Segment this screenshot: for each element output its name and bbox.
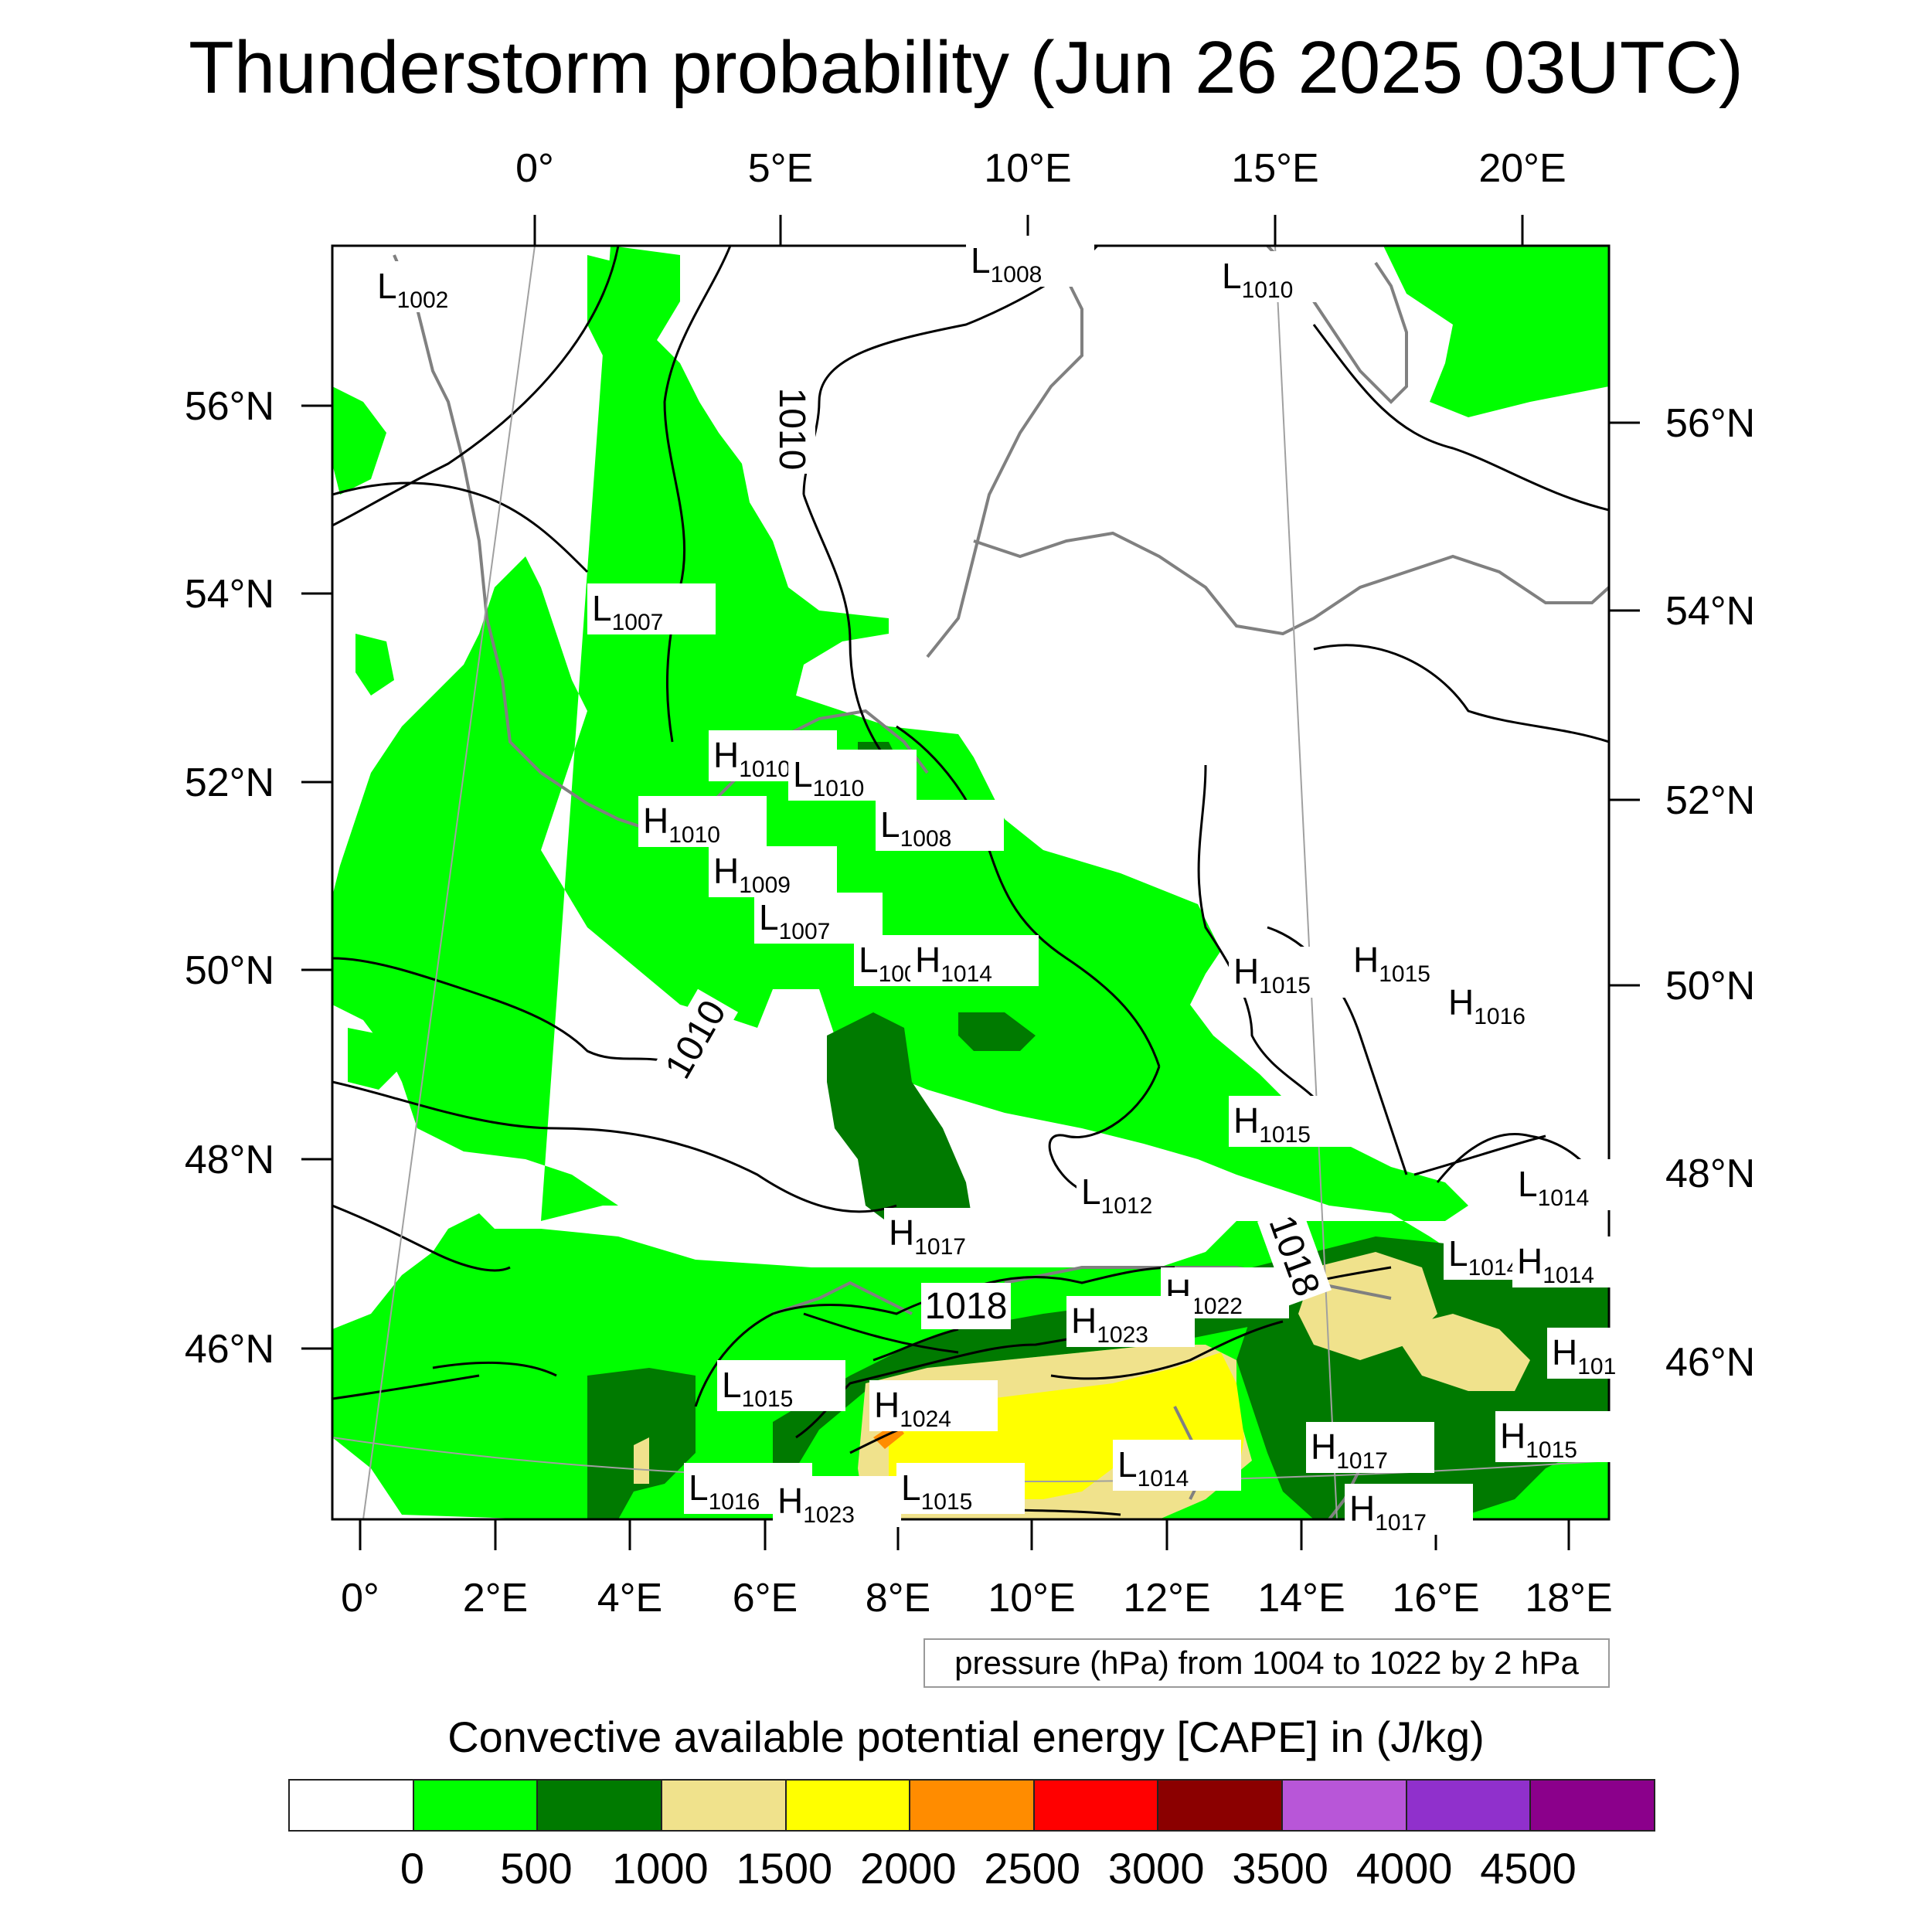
axis-label-top: 20°E <box>1478 146 1566 191</box>
high-pressure-label: H1017 <box>884 1208 1012 1260</box>
low-pressure-label: L1010 <box>788 750 917 801</box>
high-pressure-label: H1024 <box>869 1380 998 1432</box>
colorbar-tick-label: 1500 <box>736 1844 833 1893</box>
colorbar-tick-label: 1000 <box>612 1844 709 1893</box>
axis-label-bottom: 10°E <box>988 1576 1075 1621</box>
high-pressure-label: H1015 <box>1229 1096 1357 1148</box>
high-pressure-label: H1010 <box>638 796 767 848</box>
low-pressure-label: L1015 <box>896 1463 1025 1515</box>
colorbar-swatch <box>786 1781 911 1830</box>
axis-label-right: 48°N <box>1665 1151 1755 1196</box>
axis-label-left: 56°N <box>185 384 274 429</box>
axis-label-top: 15°E <box>1231 146 1318 191</box>
colorbar-swatch <box>413 1781 539 1830</box>
colorbar-tick-label: 3500 <box>1232 1844 1328 1893</box>
colorbar-swatch <box>1283 1781 1407 1830</box>
axis-label-left: 50°N <box>185 948 274 993</box>
colorbar-swatch <box>290 1781 414 1830</box>
high-pressure-label: H1015 <box>1229 947 1357 998</box>
colorbar-tick-label: 2500 <box>984 1844 1081 1893</box>
low-pressure-label: L1002 <box>372 261 501 313</box>
axis-label-bottom: 0° <box>341 1576 379 1621</box>
high-pressure-label: H1009 <box>709 846 837 898</box>
colorbar-tick-label: 0 <box>400 1844 425 1893</box>
axis-label-left: 46°N <box>185 1327 274 1372</box>
cape-1500-2000-area <box>889 1352 1244 1499</box>
low-pressure-label: L1007 <box>587 583 716 635</box>
cape-500-1000-area <box>827 1012 974 1236</box>
low-pressure-label: L1014 <box>1113 1440 1241 1492</box>
low-pressure-label: L1012 <box>1077 1167 1205 1219</box>
axis-label-bottom: 6°E <box>733 1576 798 1621</box>
colorbar <box>288 1779 1655 1832</box>
colorbar-swatch <box>910 1781 1035 1830</box>
axis-label-left: 54°N <box>185 572 274 617</box>
colorbar-title: Convective available potential energy [C… <box>447 1713 1485 1761</box>
axis-label-left: 52°N <box>185 760 274 805</box>
colorbar-tick-label: 4500 <box>1480 1844 1577 1893</box>
axis-label-bottom: 14°E <box>1257 1576 1345 1621</box>
svg-text:H101: H101 <box>1552 1332 1616 1379</box>
axis-label-bottom: 8°E <box>866 1576 930 1621</box>
isobars <box>332 246 1609 1516</box>
low-pressure-label: L1015 <box>717 1360 845 1412</box>
low-pressure-label: L1008 <box>966 236 1094 287</box>
axis-label-bottom: 12°E <box>1123 1576 1210 1621</box>
high-pressure-label: H1023 <box>1066 1296 1195 1348</box>
axis-label-bottom: 18°E <box>1525 1576 1612 1621</box>
axis-label-bottom: 2°E <box>463 1576 528 1621</box>
high-pressure-label: H1016 <box>1444 978 1572 1029</box>
axis-label-bottom: 16°E <box>1392 1576 1479 1621</box>
axis-label-right: 50°N <box>1665 964 1755 1009</box>
high-pressure-label: H1014 <box>910 935 1039 987</box>
low-pressure-label: L1008 <box>876 800 1004 852</box>
axis-label-right: 52°N <box>1665 778 1755 823</box>
low-pressure-label: L1014 <box>1513 1159 1641 1211</box>
chart-title: Thunderstorm probability (Jun 26 2025 03… <box>189 26 1743 109</box>
axis-label-top: 0° <box>515 146 554 191</box>
axis-label-bottom: 4°E <box>597 1576 662 1621</box>
contour-label: 1018 <box>921 1283 1011 1329</box>
axis-labels: 0° 5°E 10°E 15°E 20°E 0° 2°E 4°E 6°E 8°E 10°E 12°E 1… <box>185 146 1755 1621</box>
svg-text:1010: 1010 <box>771 388 812 471</box>
contour-label: 1018 <box>1257 1206 1332 1306</box>
colorbar-swatch <box>1034 1781 1159 1830</box>
low-pressure-label: L1010 <box>1217 251 1345 303</box>
contour-label: 1010 <box>769 384 815 474</box>
high-pressure-label: H1017 <box>1306 1422 1434 1474</box>
colorbar-swatch <box>1531 1781 1655 1830</box>
axis-label-top: 10°E <box>984 146 1071 191</box>
high-pressure-label: H1023 <box>773 1476 901 1528</box>
high-pressure-label: H1014 <box>1512 1236 1641 1288</box>
colorbar-swatch <box>1406 1781 1532 1830</box>
cape-0-500-area <box>332 246 1609 1519</box>
axis-label-right: 46°N <box>1665 1340 1755 1385</box>
colorbar-swatch <box>1158 1781 1284 1830</box>
low-pressure-label: L1007 <box>754 893 883 944</box>
high-pressure-label: H101 <box>1547 1328 1656 1379</box>
colorbar-swatch <box>538 1781 662 1830</box>
colorbar-swatch <box>662 1781 787 1830</box>
colorbar-tick-label: 2000 <box>859 1844 957 1893</box>
axis-label-right: 56°N <box>1665 401 1755 446</box>
pressure-caption: pressure (hPa) from 1004 to 1022 by 2 hP… <box>923 1638 1610 1688</box>
high-pressure-label: H1015 <box>1349 935 1477 987</box>
high-pressure-label: H1017 <box>1345 1484 1473 1536</box>
axis-label-left: 48°N <box>185 1138 274 1182</box>
high-pressure-label: H1015 <box>1495 1411 1624 1463</box>
axis-label-right: 54°N <box>1665 589 1755 634</box>
colorbar-tick-label: 500 <box>500 1844 573 1893</box>
colorbar-tick-label: 3000 <box>1107 1844 1205 1893</box>
axis-label-top: 5°E <box>748 146 813 191</box>
svg-text:1018: 1018 <box>925 1286 1008 1327</box>
colorbar-tick-label: 4000 <box>1355 1844 1453 1893</box>
